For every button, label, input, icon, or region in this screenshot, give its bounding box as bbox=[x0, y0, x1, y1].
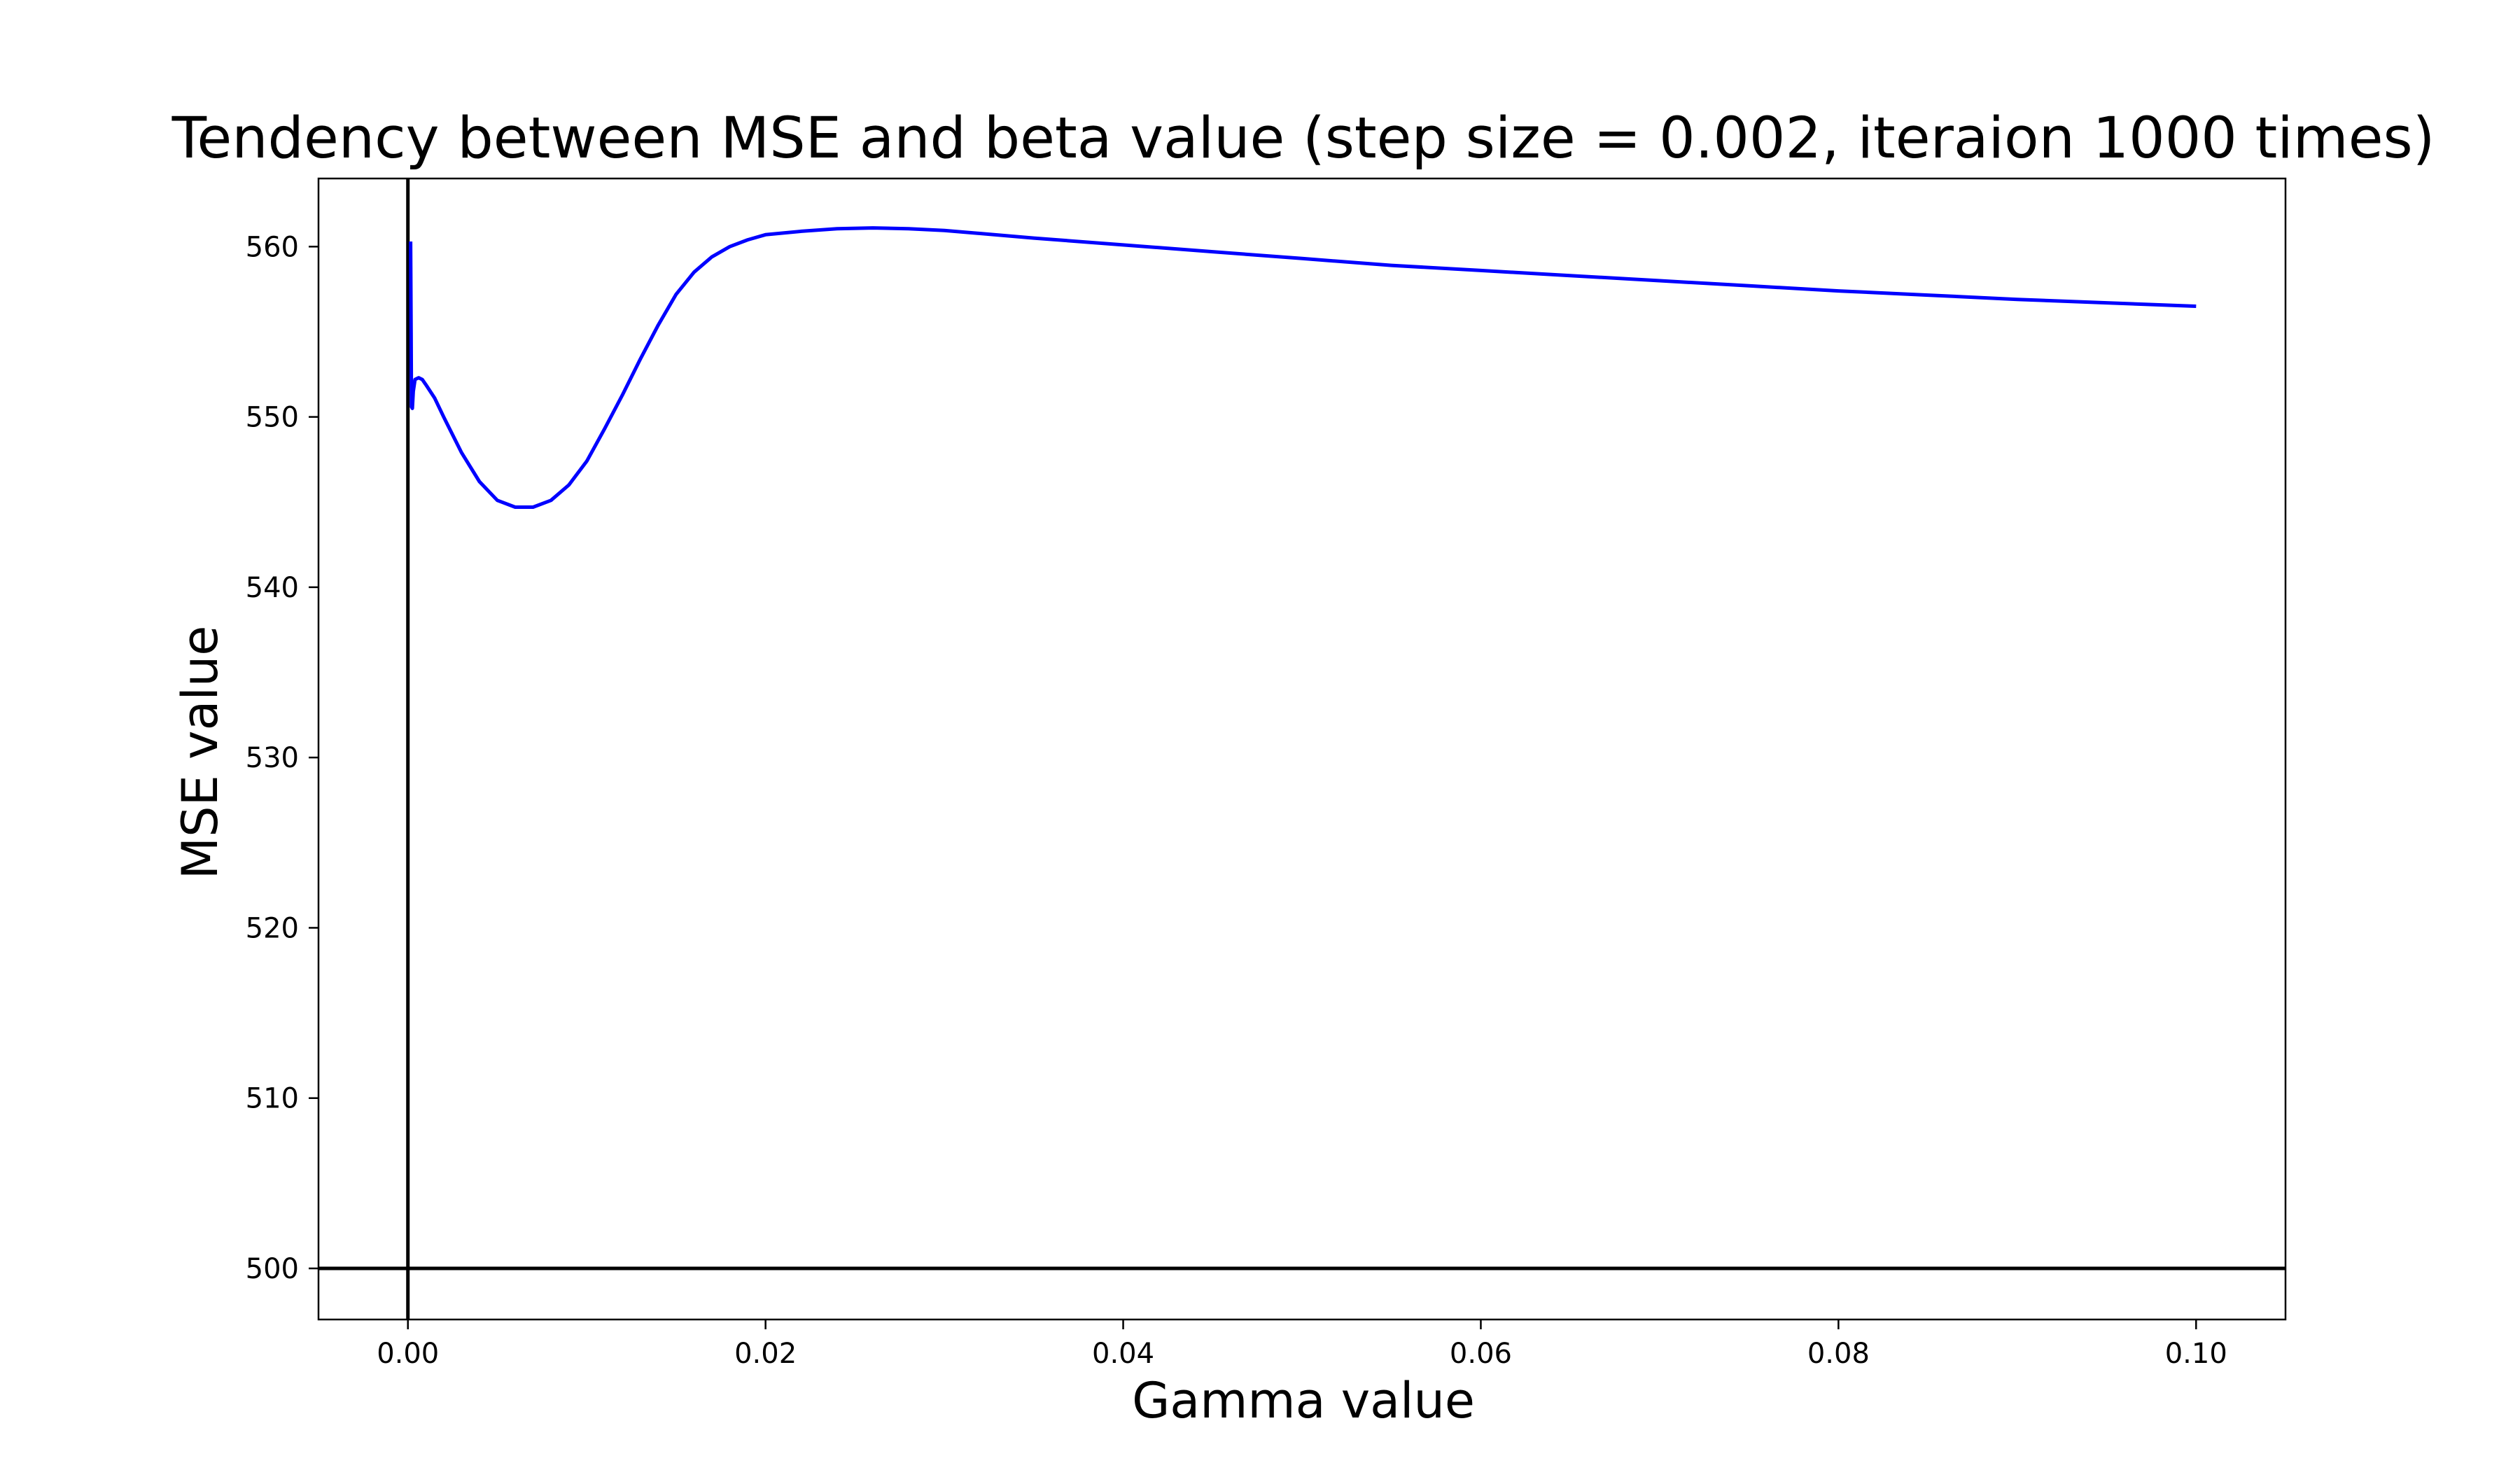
plot-frame bbox=[317, 177, 2287, 1321]
x-tick-label: 0.04 bbox=[1092, 1338, 1154, 1370]
reference-lines bbox=[318, 178, 2286, 1320]
x-tick-label: 0.02 bbox=[734, 1338, 797, 1370]
y-tick-label: 560 bbox=[246, 231, 299, 263]
y-tick-label: 530 bbox=[246, 742, 299, 774]
y-tick-label: 540 bbox=[246, 572, 299, 604]
plot-area bbox=[317, 177, 2287, 1321]
series-layer bbox=[409, 226, 2197, 509]
x-axis-label: Gamma value bbox=[1132, 1372, 1475, 1429]
y-tick-label: 510 bbox=[246, 1083, 299, 1115]
y-tick-label: 520 bbox=[246, 912, 299, 944]
series-line-1 bbox=[409, 226, 2197, 509]
x-tick-label: 0.10 bbox=[2165, 1338, 2227, 1370]
y-axis-ticks: 500 510 520 530 540 550 560 bbox=[246, 231, 318, 1285]
chart-title: Tendency between MSE and beta value (ste… bbox=[172, 106, 2435, 172]
y-tick-label: 500 bbox=[246, 1253, 299, 1285]
x-tick-label: 0.00 bbox=[377, 1338, 439, 1370]
y-axis-label: MSE value bbox=[172, 626, 229, 880]
y-tick-label: 550 bbox=[246, 402, 299, 434]
x-tick-label: 0.08 bbox=[1807, 1338, 1870, 1370]
x-tick-label: 0.06 bbox=[1450, 1338, 1512, 1370]
x-axis-ticks: 0.00 0.02 0.04 0.06 0.08 0.10 bbox=[377, 1320, 2227, 1370]
